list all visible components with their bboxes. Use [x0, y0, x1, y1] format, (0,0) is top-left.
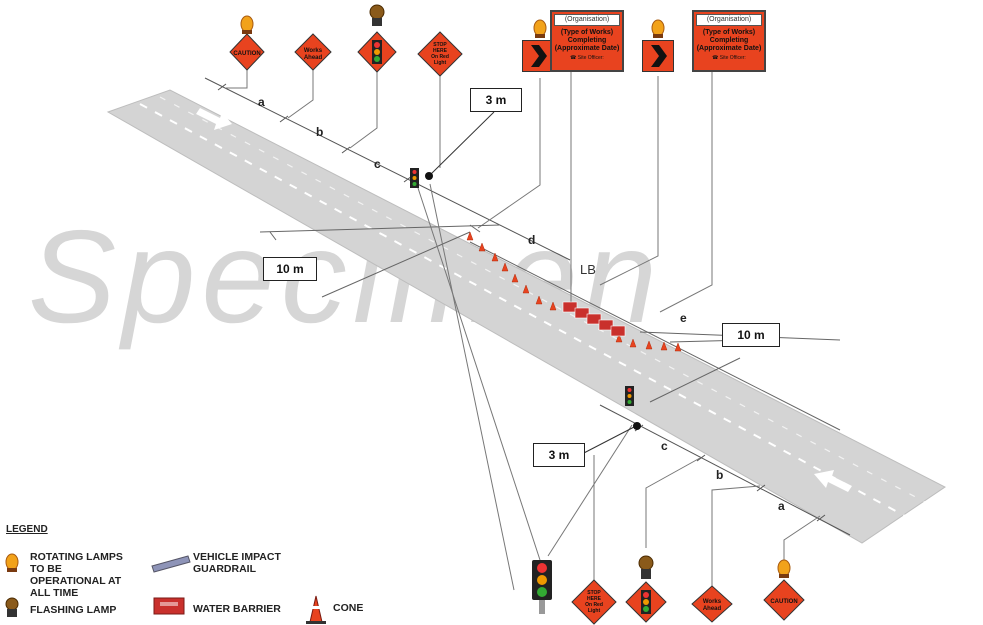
distance-label-c-top: c — [374, 157, 381, 171]
diamond-sign-caution-top — [229, 33, 265, 71]
legend-rotating-lamp-icon — [5, 553, 19, 572]
sign-works-line1-top: Works — [304, 48, 323, 54]
sign-stop-line3-top: On Red — [431, 54, 449, 60]
works-info-panel-1: (Organisation) (Type of Works) Completin… — [550, 10, 624, 72]
sign-works-line1-bottom: Works — [703, 599, 722, 605]
direction-arrow-top — [196, 108, 232, 130]
panel-line2: Completing — [709, 37, 749, 44]
traffic-light-top-small — [410, 168, 419, 188]
distance-label-b-bottom: b — [716, 468, 723, 482]
distance-label-c-bottom: c — [661, 439, 668, 453]
panel-line2: Completing — [567, 37, 607, 44]
diamond-sign-traffic-light-bottom — [625, 581, 667, 623]
sign-stop-line2-top: HERE — [433, 48, 448, 54]
panel-line1: (Type of Works) — [702, 29, 756, 36]
panel-line1: (Type of Works) — [560, 29, 614, 36]
sign-stop-line1-top: STOP — [433, 42, 447, 48]
diamond-sign-works-ahead-top — [294, 33, 332, 71]
label-box-10m-right: 10 m — [722, 323, 780, 347]
panel-line3: (Approximate Date) — [696, 45, 762, 52]
sign-stop-line4-bottom: Light — [588, 608, 601, 614]
distance-label-e: e — [680, 311, 687, 325]
label-box-3m-bottom: 3 m — [533, 443, 585, 467]
panel-site-officer: ☎ Site Officer: — [570, 55, 604, 61]
marker-dot-bottom — [633, 422, 641, 430]
dimension-lines-10m — [259, 224, 841, 431]
direction-arrow-bottom — [814, 470, 852, 492]
flashing-lamp-top — [369, 4, 385, 26]
legend-cone-label: CONE — [333, 602, 364, 614]
legend-flashing-lamp-icon — [5, 597, 19, 617]
leader-lines-top — [226, 68, 713, 313]
legend-flashing-lamp-label: FLASHING LAMP — [30, 604, 117, 616]
pointer-3m-bottom — [579, 425, 637, 456]
distance-label-a-top: a — [258, 95, 265, 109]
chevron-sign-2 — [642, 40, 674, 72]
legend-guardrail-icon — [151, 555, 191, 573]
road-surface — [106, 89, 946, 544]
diamond-sign-caution-bottom — [763, 579, 805, 621]
legend-cone-icon — [306, 595, 326, 624]
diamond-sign-works-ahead-bottom — [691, 585, 733, 623]
sign-works-line2-bottom: Ahead — [703, 606, 722, 612]
cone-taper — [466, 231, 682, 352]
works-info-panel-2: (Organisation) (Type of Works) Completin… — [692, 10, 766, 72]
label-box-3m-top: 3 m — [470, 88, 522, 112]
sign-stop-line1-bottom: STOP — [587, 590, 601, 596]
marker-dot-top — [425, 172, 433, 180]
distance-label-a-bottom: a — [778, 499, 785, 513]
panel-site-officer: ☎ Site Officer: — [712, 55, 746, 61]
legend-guardrail-label: VEHICLE IMPACT GUARDRAIL — [193, 551, 281, 575]
road-lane-line-2 — [159, 96, 926, 503]
panel-organisation: (Organisation) — [696, 14, 762, 26]
distance-label-lb: LB — [580, 262, 596, 277]
label-box-10m-left: 10 m — [263, 257, 317, 281]
distance-label-b-top: b — [316, 125, 323, 139]
sign-stop-line2-bottom: HERE — [587, 596, 602, 602]
sign-caution-text-top: CAUTION — [233, 51, 260, 57]
diamond-sign-stop-bottom — [571, 579, 617, 625]
diamond-sign-stop-top — [417, 31, 463, 77]
traffic-light-bottom-small — [625, 386, 634, 406]
panel-line3: (Approximate Date) — [554, 45, 620, 52]
chevron-right-icon — [651, 45, 667, 67]
legend-water-barrier-label: WATER BARRIER — [193, 603, 281, 615]
chevron-right-icon — [531, 45, 547, 67]
sign-works-line2-top: Ahead — [304, 55, 323, 61]
diamond-sign-traffic-light-top — [357, 31, 397, 73]
leader-lines-bottom — [417, 183, 821, 591]
flashing-lamp-bottom — [638, 555, 654, 579]
rotating-lamp-top-2 — [533, 19, 547, 38]
sign-stop-line3-bottom: On Red — [585, 602, 603, 608]
distance-label-d: d — [528, 233, 535, 247]
panel-organisation: (Organisation) — [554, 14, 620, 26]
legend-rotating-lamp-label: ROTATING LAMPS TO BE OPERATIONAL AT ALL … — [30, 551, 123, 599]
sign-stop-line4-top: Light — [434, 60, 447, 66]
traffic-light-large — [532, 560, 552, 614]
rotating-lamp-top-1 — [240, 15, 254, 34]
legend-title: LEGEND — [6, 524, 48, 535]
rotating-lamp-bottom — [777, 559, 791, 578]
water-barriers — [562, 301, 626, 337]
rotating-lamp-top-3 — [651, 19, 665, 38]
sign-caution-text-bottom: CAUTION — [770, 599, 797, 605]
dimension-line-bottom — [599, 404, 851, 536]
pointer-3m-top — [429, 111, 495, 176]
legend-water-barrier-icon — [153, 597, 185, 615]
